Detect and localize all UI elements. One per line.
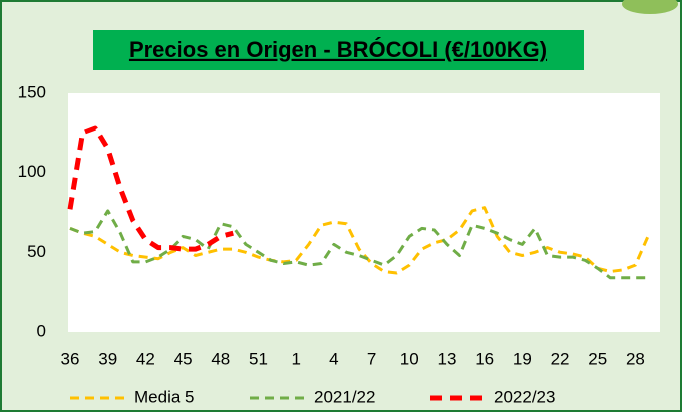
x-tick-label: 4	[329, 349, 338, 368]
x-tick-label: 19	[513, 349, 532, 368]
x-tick-label: 16	[475, 349, 494, 368]
x-tick-label: 7	[367, 349, 376, 368]
y-tick-label: 150	[18, 82, 46, 101]
plot-area	[68, 93, 660, 332]
x-tick-label: 36	[61, 349, 80, 368]
chart-title: Precios en Origen - BRÓCOLI (€/100KG)	[129, 37, 547, 62]
series-line	[67, 125, 234, 252]
y-tick-label: 50	[27, 242, 46, 261]
x-tick-label: 42	[136, 349, 155, 368]
x-tick-label: 25	[588, 349, 607, 368]
x-tick-label: 13	[437, 349, 456, 368]
x-tick-label: 28	[626, 349, 645, 368]
legend-label: 2022/23	[494, 387, 555, 406]
series-line	[69, 209, 648, 280]
legend-label: Media 5	[134, 387, 194, 406]
x-tick-label: 39	[98, 349, 117, 368]
y-tick-label: 100	[18, 162, 46, 181]
broccoli-image	[622, 0, 678, 14]
x-tick-label: 10	[400, 349, 419, 368]
x-tick-label: 51	[249, 349, 268, 368]
x-tick-label: 45	[174, 349, 193, 368]
y-tick-label: 0	[37, 321, 46, 340]
legend-label: 2021/22	[314, 387, 375, 406]
x-tick-label: 22	[551, 349, 570, 368]
title-box	[93, 30, 584, 70]
x-tick-label: 48	[211, 349, 230, 368]
series-line	[69, 206, 650, 275]
x-tick-label: 1	[291, 349, 300, 368]
